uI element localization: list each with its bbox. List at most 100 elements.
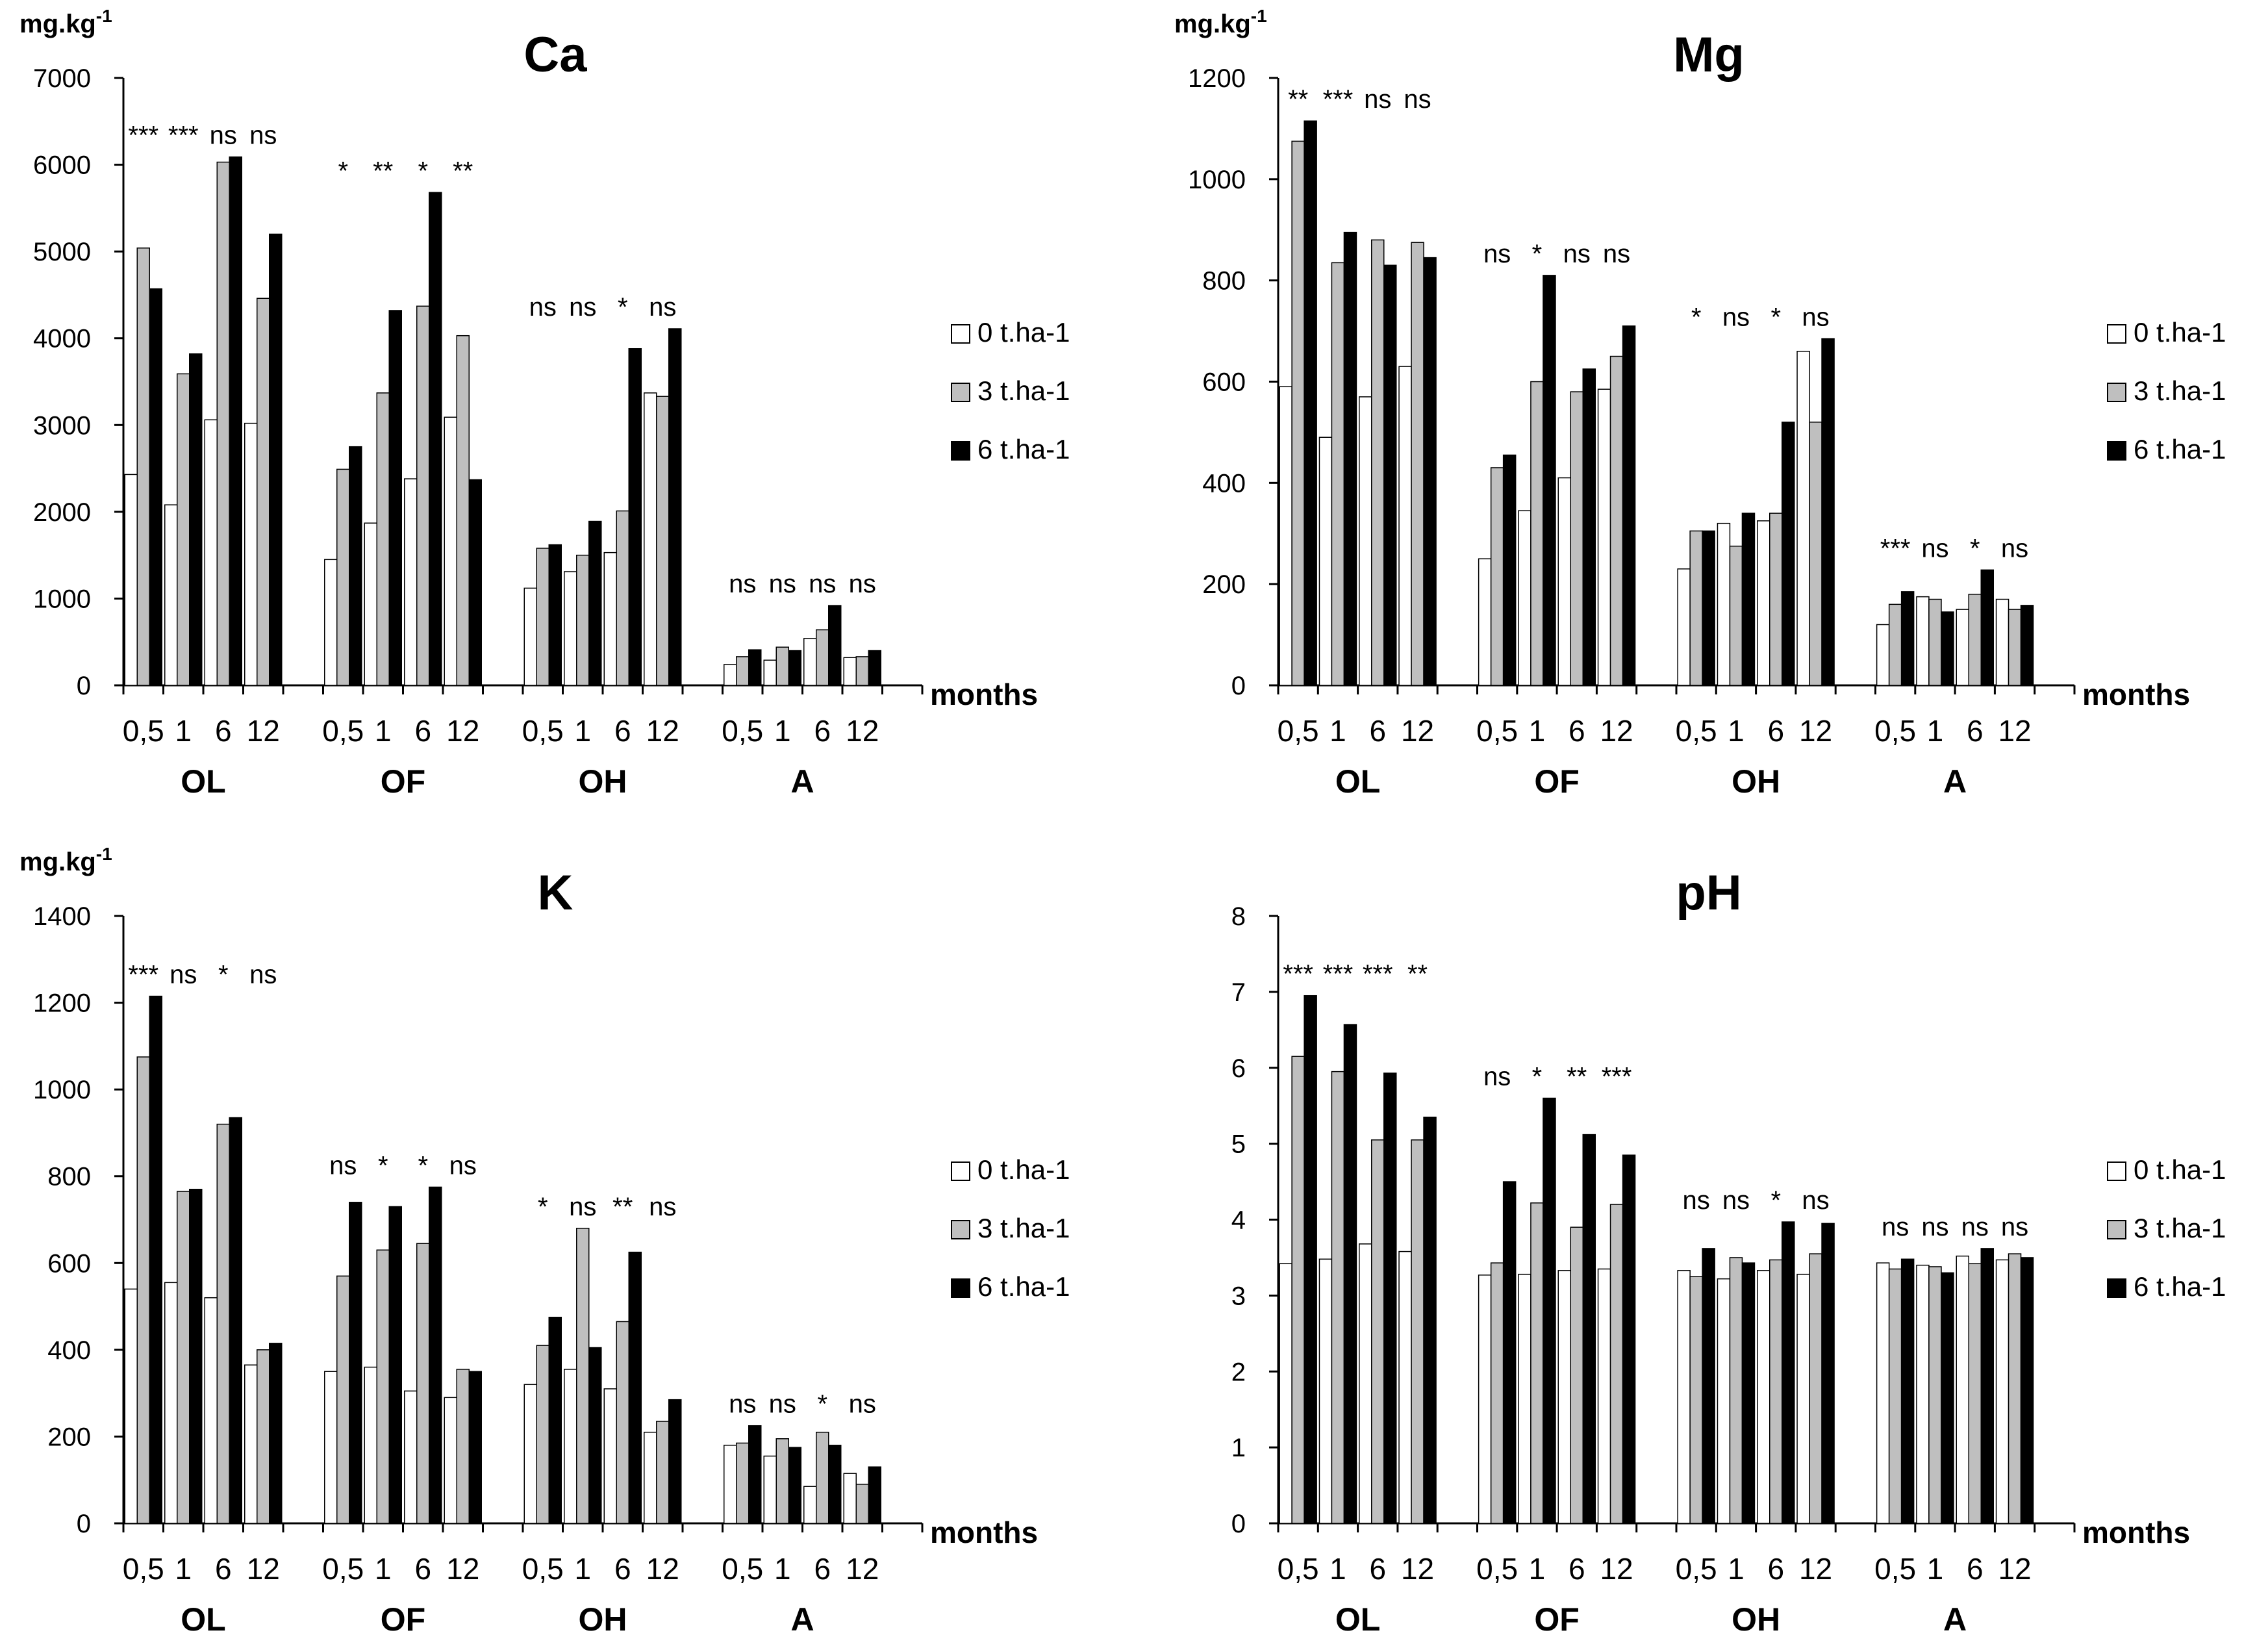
- bar-of-1-series-0: [1518, 510, 1531, 686]
- y-tick-label: 600: [1202, 368, 1246, 397]
- bar-oh-0-series-0: [523, 587, 537, 686]
- bar-of-2-series-1: [416, 1243, 430, 1524]
- month-tick-label: 6: [814, 714, 831, 748]
- month-tick-label: 12: [1600, 714, 1633, 748]
- significance-label: *: [378, 1151, 388, 1180]
- bar-a-2-series-1: [1968, 1263, 1982, 1524]
- y-tick-label: 0: [1231, 672, 1246, 700]
- legend-label-2: 6 t.ha-1: [2134, 1271, 2226, 1302]
- bar-a-3-series-0: [1995, 1259, 2010, 1524]
- bar-a-0-series-2: [1900, 591, 1915, 686]
- bar-a-0-series-1: [1888, 1268, 1902, 1524]
- bar-ol-2-series-2: [229, 1117, 242, 1524]
- bar-oh-3-series-0: [1796, 1273, 1810, 1524]
- bar-ol-1-series-0: [164, 504, 178, 686]
- bar-oh-0-series-2: [1702, 1248, 1715, 1524]
- significance-label: ns: [1921, 1213, 1948, 1241]
- bar-oh-2-series-2: [1782, 1221, 1795, 1524]
- bar-of-1-series-2: [388, 310, 402, 686]
- month-tick-label: 1: [175, 714, 192, 748]
- bar-of-2-series-1: [416, 305, 430, 686]
- bar-of-3-series-0: [444, 416, 457, 686]
- y-tick-label: 1200: [1188, 64, 1246, 93]
- month-tick-label: 0,5: [123, 1552, 164, 1586]
- bar-a-1-series-0: [763, 659, 777, 686]
- group-label-ol: OL: [181, 763, 225, 800]
- bar-ol-1-series-1: [177, 373, 190, 686]
- month-tick-label: 0,5: [722, 1552, 763, 1586]
- month-tick-label: 1: [375, 1552, 392, 1586]
- significance-label: ns: [249, 121, 277, 150]
- month-tick-label: 0,5: [722, 714, 763, 748]
- bar-ol-0-series-1: [136, 1056, 150, 1524]
- month-tick-label: 12: [846, 714, 879, 748]
- bar-a-0-series-1: [736, 656, 750, 686]
- y-tick-label: 200: [1202, 570, 1246, 599]
- bar-oh-2-series-1: [616, 1321, 629, 1524]
- month-tick-label: 12: [1600, 1552, 1633, 1586]
- month-tick-label: 0,5: [1676, 1552, 1717, 1586]
- group-label-of: OF: [1534, 1601, 1579, 1638]
- bar-ol-1-series-0: [1318, 1258, 1333, 1524]
- bar-of-0-series-0: [1478, 558, 1492, 686]
- bar-ol-0-series-2: [149, 995, 162, 1524]
- bar-a-1-series-1: [1928, 1266, 1942, 1524]
- chart-title: pH: [1676, 865, 1741, 920]
- bar-ol-0-series-2: [1304, 120, 1317, 686]
- y-tick-label: 1000: [1188, 166, 1246, 194]
- month-tick-label: 0,5: [1476, 1552, 1518, 1586]
- significance-label: ns: [569, 1193, 596, 1221]
- bar-oh-1-series-0: [1717, 1278, 1731, 1524]
- y-axis-unit-superscript: -1: [1251, 6, 1267, 26]
- bar-a-2-series-2: [828, 605, 842, 686]
- significance-label: *: [1770, 303, 1781, 331]
- significance-label: ns: [649, 1193, 676, 1221]
- bar-oh-0-series-2: [548, 544, 562, 686]
- x-axis-title: months: [930, 678, 1038, 711]
- significance-label: ns: [569, 293, 596, 322]
- legend-label-1: 3 t.ha-1: [2134, 1213, 2226, 1243]
- y-axis-unit-label: mg.kg-1: [19, 844, 112, 876]
- bar-oh-3-series-2: [1821, 338, 1835, 686]
- significance-label: ns: [210, 121, 237, 150]
- y-tick-label: 4: [1231, 1206, 1246, 1235]
- bar-a-1-series-2: [1941, 611, 1954, 686]
- bar-a-0-series-0: [724, 664, 737, 686]
- month-tick-label: 12: [1998, 714, 2031, 748]
- significance-label: *: [817, 1390, 827, 1419]
- significance-label: *: [1691, 303, 1702, 331]
- legend-swatch-0: [951, 1161, 970, 1181]
- significance-label: **: [1567, 1063, 1587, 1091]
- bar-a-3-series-0: [1995, 598, 2010, 686]
- bar-ol-1-series-2: [1343, 231, 1357, 686]
- bar-of-3-series-0: [1597, 388, 1611, 686]
- bar-ol-1-series-1: [177, 1191, 190, 1524]
- chart-panel-k: Kmg.kg-1 0 200 400 600 800 1000 1200 1400 months O…: [19, 844, 1070, 1638]
- month-tick-label: 0,5: [1278, 714, 1319, 748]
- bar-a-1-series-2: [788, 1447, 801, 1524]
- significance-label: *: [1970, 534, 1980, 563]
- month-tick-label: 0,5: [522, 1552, 564, 1586]
- legend-label-2: 6 t.ha-1: [977, 434, 1070, 464]
- chart-title: Mg: [1673, 27, 1745, 82]
- month-tick-label: 0,5: [522, 714, 564, 748]
- bar-ol-1-series-2: [1343, 1024, 1357, 1524]
- significance-label: ns: [1802, 1186, 1829, 1215]
- bar-ol-0-series-2: [1304, 995, 1317, 1524]
- significance-label: ns: [1683, 1186, 1710, 1215]
- y-tick-label: 3: [1231, 1282, 1246, 1310]
- month-tick-label: 6: [1767, 714, 1784, 748]
- month-tick-label: 12: [1401, 714, 1434, 748]
- group-label-a: A: [1943, 1601, 1967, 1638]
- bar-ol-1-series-1: [1331, 1071, 1345, 1524]
- bar-a-1-series-0: [1916, 1264, 1930, 1524]
- chart-panel-mg: Mg mg.kg-1 0 200 400 600 800 1000 1200 months OL 0,…: [1174, 6, 2226, 800]
- significance-label: ns: [1603, 240, 1630, 268]
- group-label-of: OF: [1534, 763, 1579, 800]
- bar-of-1-series-2: [388, 1206, 402, 1524]
- bar-ol-0-series-1: [1291, 1056, 1305, 1524]
- significance-label: ***: [128, 121, 158, 150]
- bar-ol-2-series-1: [1371, 1139, 1385, 1524]
- bar-a-3-series-1: [855, 1484, 869, 1524]
- bar-ol-2-series-0: [204, 419, 218, 686]
